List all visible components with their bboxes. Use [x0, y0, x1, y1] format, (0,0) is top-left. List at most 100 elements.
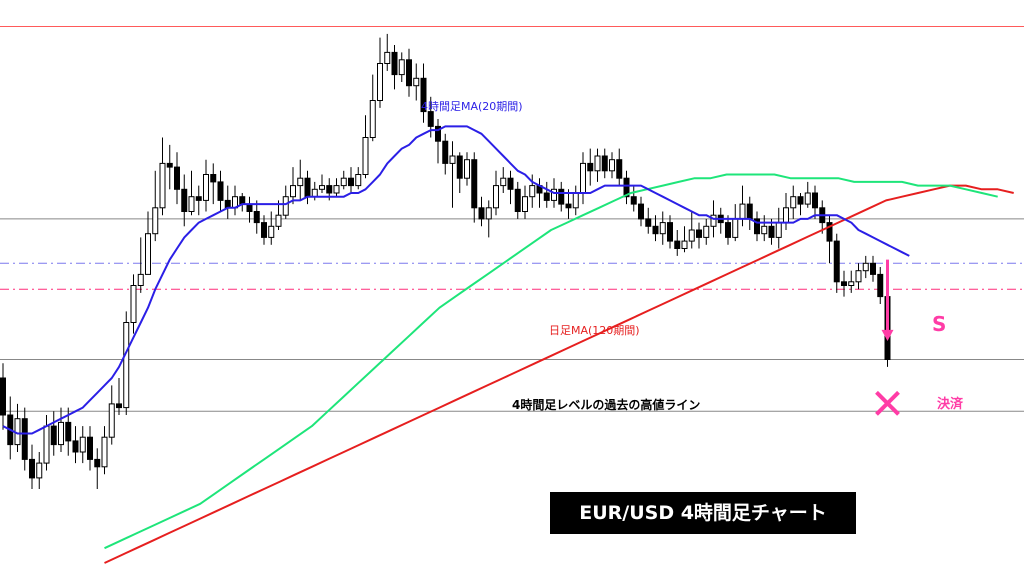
candle-body-36 [261, 222, 267, 238]
candle-body-19 [137, 273, 144, 286]
candle-body-114 [826, 222, 833, 242]
candle-body-82 [594, 155, 601, 172]
candle-body-58 [420, 77, 427, 113]
candle-body-112 [812, 192, 818, 209]
candle-body-8 [58, 421, 64, 446]
candle-body-5 [36, 462, 43, 479]
exit-cross-b [875, 390, 900, 416]
candle-body-10 [72, 440, 79, 453]
candle-body-47 [340, 177, 347, 187]
candle-body-44 [319, 185, 325, 190]
candle-body-13 [94, 458, 101, 468]
candle-body-57 [413, 77, 420, 87]
candle-body-7 [50, 425, 57, 446]
candle-body-104 [754, 218, 760, 235]
candle-body-64 [464, 159, 470, 179]
candle-body-107 [775, 222, 782, 238]
candle-body-103 [746, 203, 753, 220]
candle-body-91 [659, 222, 666, 235]
candle-body-35 [253, 211, 260, 224]
candle-body-116 [841, 281, 847, 286]
candle-body-59 [427, 111, 434, 127]
candle-body-109 [790, 196, 797, 209]
candle-body-39 [282, 196, 289, 216]
candle-body-119 [862, 262, 869, 272]
candle-body-0 [0, 377, 6, 416]
candle-body-76 [551, 188, 557, 201]
candle-body-48 [348, 177, 354, 187]
trade-signals [875, 259, 900, 416]
candle-body-75 [543, 192, 550, 201]
candle-body-105 [761, 225, 768, 235]
candle-body-27 [195, 196, 202, 201]
candle-body-60 [435, 125, 441, 142]
candle-body-34 [246, 203, 253, 213]
candle-body-106 [768, 225, 775, 238]
candle-body-111 [804, 192, 811, 205]
candle-body-115 [833, 240, 840, 283]
candle-body-101 [732, 218, 739, 238]
entry-arrow-head [881, 329, 894, 341]
candle-body-102 [739, 203, 746, 220]
candle-body-84 [609, 159, 615, 172]
candle-body-79 [572, 192, 579, 209]
candle-body-51 [369, 100, 376, 138]
candle-body-40 [290, 185, 296, 198]
candle-body-24 [174, 166, 180, 190]
ma-daily-120-line [104, 184, 1014, 564]
candle-body-16 [116, 403, 122, 409]
candle-body-14 [101, 436, 108, 468]
candle-body-21 [152, 207, 159, 235]
candle-body-68 [493, 185, 499, 209]
candle-body-121 [877, 273, 884, 298]
ma-daily-label: 日足MA(120期間) [549, 324, 640, 337]
candle-body-63 [456, 155, 463, 179]
candle-body-71 [514, 188, 521, 213]
candle-body-117 [848, 281, 855, 286]
exit-label: 決済 [937, 396, 964, 412]
candle-body-31 [224, 199, 231, 209]
candle-body-62 [449, 155, 456, 164]
candle-body-38 [275, 214, 282, 227]
horizontal-levels [0, 26, 1024, 412]
candle-body-56 [406, 59, 412, 87]
candle-body-110 [797, 196, 804, 205]
candle-body-88 [638, 203, 644, 220]
candle-body-43 [311, 188, 318, 198]
candle-body-49 [355, 174, 362, 187]
candle-body-85 [616, 159, 623, 179]
candle-body-70 [507, 177, 514, 190]
candle-body-23 [166, 162, 173, 168]
candle-body-96 [696, 229, 702, 238]
candle-body-3 [21, 418, 28, 460]
candle-body-93 [674, 240, 681, 250]
candle-body-25 [181, 188, 188, 213]
candle-body-65 [471, 159, 478, 209]
candle-body-30 [217, 181, 224, 201]
level-label: 4時間足レベルの過去の高値ライン [512, 397, 700, 412]
candle-body-67 [485, 207, 492, 220]
candle-body-100 [725, 222, 731, 238]
candle-body-95 [688, 229, 695, 242]
candle-body-52 [377, 63, 383, 101]
candle-body-97 [703, 225, 710, 238]
candle-body-118 [855, 270, 862, 283]
candle-body-22 [159, 162, 166, 209]
chart-title: EUR/USD 4時間足チャート [550, 492, 856, 534]
candle-body-83 [601, 155, 608, 172]
ma-4h-120-line [104, 173, 998, 550]
ma-4h-20-line [2, 125, 910, 435]
candle-body-12 [87, 436, 93, 460]
candle-body-108 [783, 207, 789, 224]
candle-body-18 [130, 285, 137, 323]
candle-body-29 [210, 174, 217, 183]
candle-body-72 [522, 196, 528, 212]
candle-body-28 [203, 174, 209, 201]
ma20-label: 4時間足MA(20期間) [421, 100, 523, 113]
candle-body-11 [79, 436, 86, 453]
candle-body-42 [304, 177, 311, 198]
candle-body-17 [123, 322, 130, 409]
candle-body-46 [333, 185, 340, 194]
moving-averages [2, 125, 1014, 564]
